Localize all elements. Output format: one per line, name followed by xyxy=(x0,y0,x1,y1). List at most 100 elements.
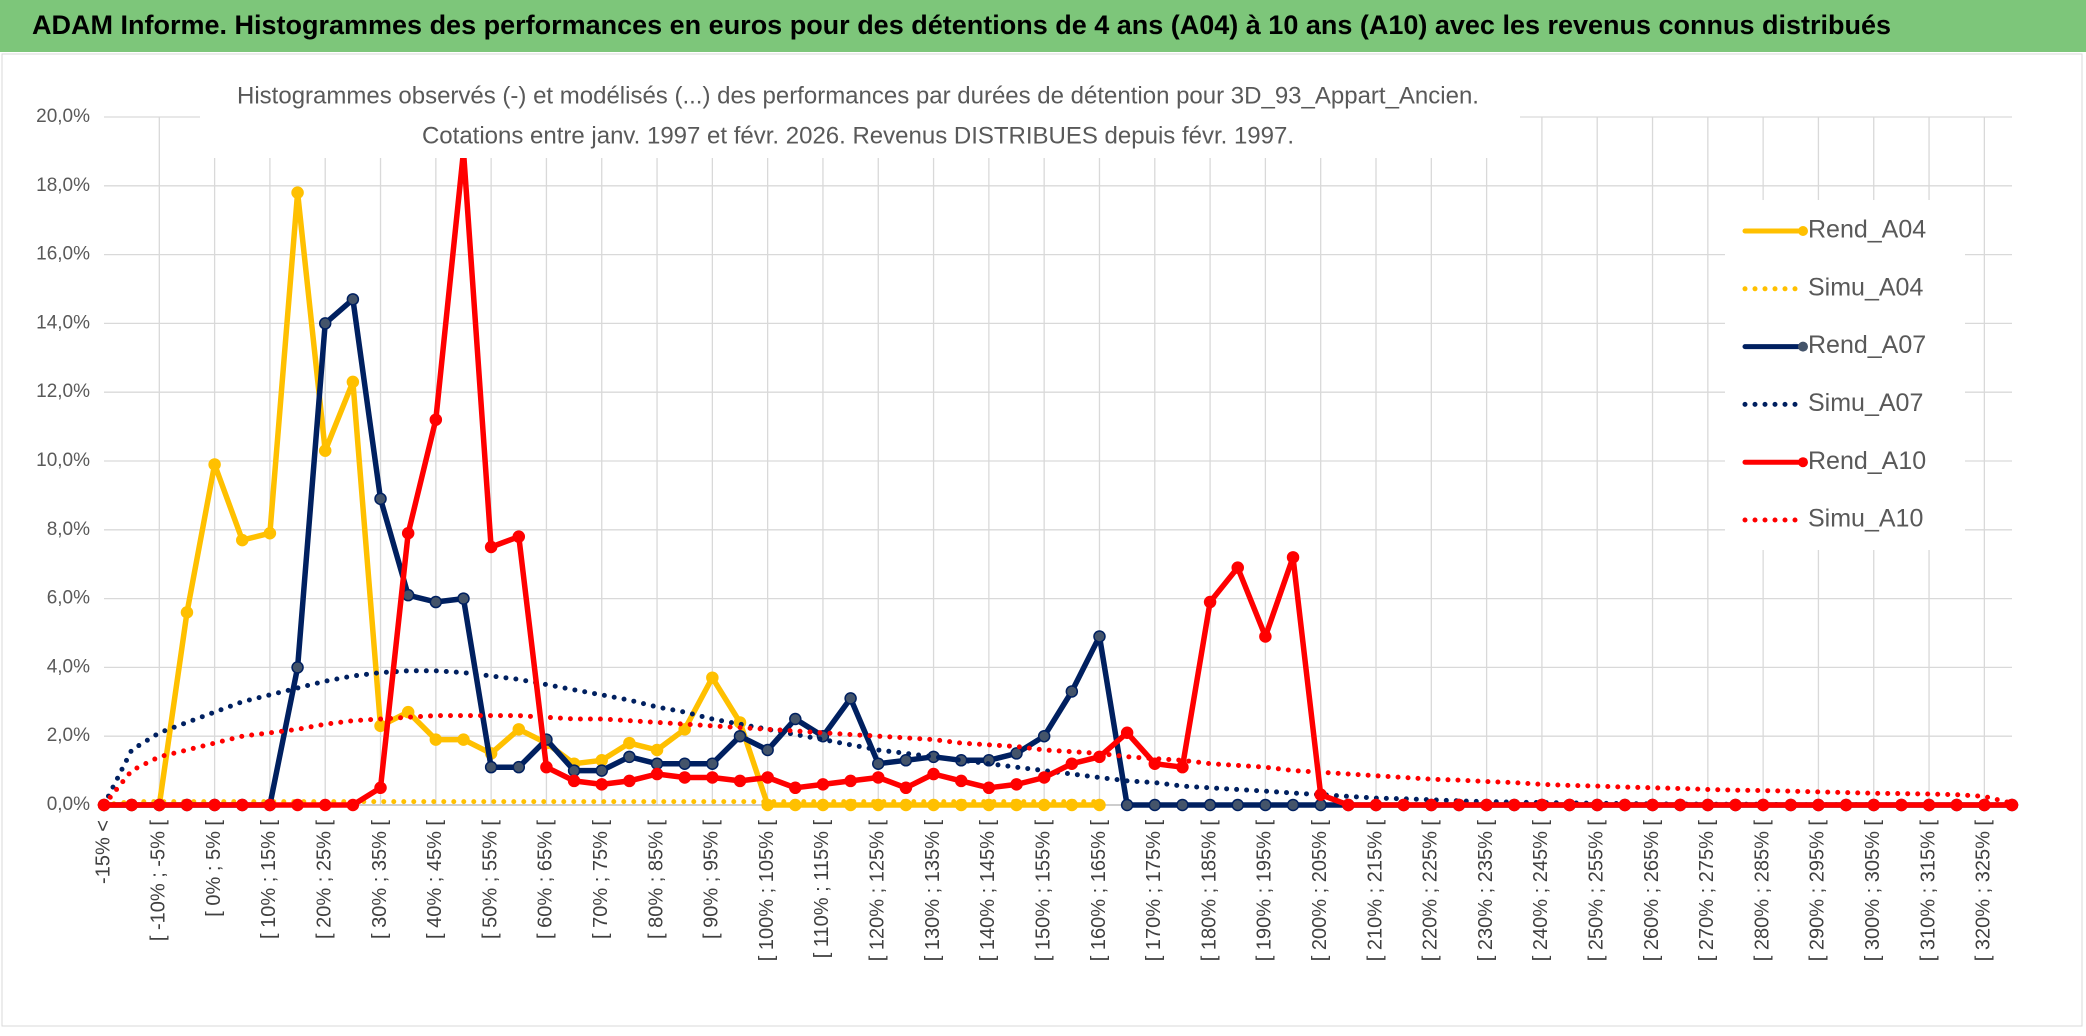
point xyxy=(484,760,498,774)
point xyxy=(1203,798,1217,812)
point xyxy=(512,530,526,543)
point xyxy=(1259,798,1272,812)
x-tick-label: [ 130% ; 135% [ xyxy=(922,820,944,962)
point xyxy=(512,760,526,774)
point xyxy=(208,798,221,812)
x-tick-label: [ -10% ; -5% [ xyxy=(148,820,170,942)
point xyxy=(1231,561,1244,574)
point xyxy=(1590,798,1604,812)
point xyxy=(291,798,304,812)
point xyxy=(236,533,249,547)
point xyxy=(1120,798,1134,812)
point xyxy=(650,767,664,781)
model-line xyxy=(101,799,1102,808)
point xyxy=(1508,798,1521,812)
point xyxy=(844,774,857,788)
point xyxy=(595,754,608,767)
point xyxy=(678,757,691,770)
point xyxy=(595,764,608,777)
point xyxy=(872,771,885,784)
point xyxy=(1535,798,1549,812)
x-tick-label: [ 60% ; 65% [ xyxy=(535,820,557,939)
x-tick-label: [ 240% ; 245% [ xyxy=(1530,820,1552,962)
point xyxy=(1037,729,1051,743)
point xyxy=(678,723,691,736)
observed-line xyxy=(101,148,2015,808)
point xyxy=(429,595,443,609)
point xyxy=(706,771,719,784)
x-tick-label: [ 290% ; 295% [ xyxy=(1807,820,1829,962)
x-tick-label: [ 250% ; 255% [ xyxy=(1585,820,1607,962)
x-tick-label: [ 30% ; 35% [ xyxy=(369,820,391,939)
x-tick-label: [ 140% ; 145% [ xyxy=(977,820,999,962)
point xyxy=(1065,685,1079,698)
plot xyxy=(97,145,2019,812)
subtitle: Cotations entre janv. 1997 et févr. 2026… xyxy=(422,122,1294,149)
point xyxy=(1065,757,1079,770)
x-tick-label: [ 10% ; 15% [ xyxy=(258,820,280,939)
x-tick-label: [ 300% ; 305% [ xyxy=(1862,820,1884,962)
x-tick-label: [ 100% ; 105% [ xyxy=(756,820,778,962)
point xyxy=(374,781,387,795)
point xyxy=(1093,630,1106,643)
y-tick-label: 4,0% xyxy=(47,656,90,677)
point xyxy=(318,444,332,457)
point xyxy=(346,375,360,389)
legend-label: Rend_A07 xyxy=(1808,331,1926,359)
x-tick-label: [ 220% ; 225% [ xyxy=(1420,820,1442,962)
y-tick-label: 6,0% xyxy=(47,588,90,609)
point xyxy=(1203,595,1217,609)
point xyxy=(1867,798,1880,812)
point xyxy=(567,774,581,788)
legend-label: Simu_A07 xyxy=(1808,389,1923,417)
point xyxy=(457,733,470,746)
point xyxy=(429,413,443,426)
point xyxy=(1646,798,1659,812)
x-tick-label: [ 40% ; 45% [ xyxy=(424,820,446,939)
y-tick-label: 2,0% xyxy=(47,725,90,746)
point xyxy=(1673,798,1687,812)
point xyxy=(954,774,968,788)
point xyxy=(429,733,443,746)
point xyxy=(1895,798,1908,812)
point xyxy=(1037,771,1051,784)
point xyxy=(1425,798,1438,812)
x-tick-label: [ 170% ; 175% [ xyxy=(1143,820,1165,962)
point xyxy=(1314,788,1327,801)
x-tick-label: [ 200% ; 205% [ xyxy=(1309,820,1331,962)
point xyxy=(1756,798,1770,812)
point xyxy=(1839,798,1853,812)
x-tick-label: [ 190% ; 195% [ xyxy=(1254,820,1276,962)
point xyxy=(1093,798,1106,812)
x-tick-label: [ 90% ; 95% [ xyxy=(701,820,723,939)
legend-marker xyxy=(1798,341,1808,352)
legend-marker xyxy=(1798,226,1808,236)
x-tick-label: [ 230% ; 235% [ xyxy=(1475,820,1497,962)
y-tick-label: 0,0% xyxy=(47,794,90,815)
point xyxy=(291,661,304,674)
point xyxy=(1784,798,1798,812)
point xyxy=(1010,778,1023,791)
point xyxy=(1397,798,1410,812)
point xyxy=(1010,747,1023,760)
legend-box xyxy=(1725,200,1965,550)
x-tick-label: [ 270% ; 275% [ xyxy=(1696,820,1718,962)
point xyxy=(540,760,553,774)
subtitle: Histogrammes observés (-) et modélisés (… xyxy=(237,82,1479,109)
point xyxy=(1314,798,1327,812)
point xyxy=(595,778,608,791)
point xyxy=(1812,798,1825,812)
legend-label: Simu_A04 xyxy=(1808,273,1923,301)
point xyxy=(872,757,885,770)
model-line xyxy=(101,713,2015,808)
point xyxy=(346,293,360,306)
point xyxy=(733,774,747,788)
x-tick-label: [ 280% ; 285% [ xyxy=(1751,820,1773,962)
point xyxy=(1342,798,1355,812)
point xyxy=(1176,760,1189,774)
point xyxy=(1563,798,1576,812)
point xyxy=(706,671,719,684)
point xyxy=(263,798,277,812)
point xyxy=(650,743,664,757)
